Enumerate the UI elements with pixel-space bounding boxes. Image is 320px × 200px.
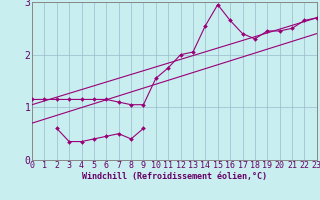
X-axis label: Windchill (Refroidissement éolien,°C): Windchill (Refroidissement éolien,°C) xyxy=(82,172,267,181)
